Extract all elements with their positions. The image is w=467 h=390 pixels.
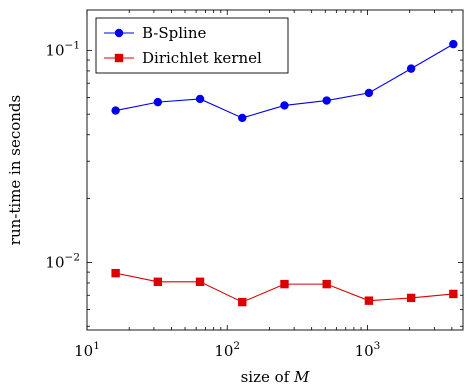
- data-point-bspline: [449, 39, 458, 49]
- data-point-bspline: [195, 94, 205, 104]
- x-tick-exponent: 1: [93, 340, 100, 352]
- y-tick-base: 10: [45, 41, 64, 59]
- x-tick-label: 103: [355, 340, 381, 360]
- legend-box: [95, 17, 289, 74]
- x-axis-label-variable: M: [293, 368, 310, 386]
- data-point-dirichlet: [153, 277, 163, 287]
- legend: B-Spline Dirichlet kernel: [95, 17, 289, 74]
- data-point-dirichlet: [449, 289, 458, 299]
- data-point-bspline: [111, 106, 120, 115]
- series-layer: [111, 39, 458, 307]
- legend-marker-square: [114, 53, 124, 63]
- data-point-bspline: [238, 113, 247, 123]
- plot-frame: [86, 9, 464, 331]
- x-tick-base: 10: [74, 342, 93, 360]
- y-tick-base: 10: [45, 253, 64, 271]
- data-point-bspline: [322, 96, 331, 105]
- data-point-bspline: [364, 88, 374, 98]
- data-point-dirichlet: [111, 268, 120, 278]
- data-point-bspline: [153, 97, 163, 107]
- x-axis-label-text: size of: [241, 368, 294, 386]
- x-tick-label: 102: [214, 340, 240, 360]
- legend-marker-circle: [114, 28, 124, 38]
- data-point-dirichlet: [406, 293, 416, 303]
- y-axis-label: run-time in seconds: [6, 95, 24, 245]
- y-tick-label: 10−1: [45, 39, 80, 59]
- y-tick-label: 10−2: [45, 251, 80, 271]
- data-point-dirichlet: [195, 277, 205, 287]
- x-axis-label: size of M: [241, 368, 310, 386]
- x-tick-exponent: 3: [374, 340, 381, 352]
- data-point-dirichlet: [364, 296, 374, 305]
- data-point-bspline: [280, 101, 289, 110]
- data-point-dirichlet: [280, 279, 289, 289]
- y-tick-exponent: −2: [65, 251, 80, 263]
- data-point-dirichlet: [322, 279, 331, 289]
- legend-label-1: Dirichlet kernel: [142, 49, 262, 67]
- x-tick-base: 10: [355, 342, 374, 360]
- data-point-bspline: [406, 64, 416, 73]
- y-tick-exponent: −1: [65, 39, 80, 51]
- x-tick-base: 10: [214, 342, 233, 360]
- legend-label-0: B-Spline: [142, 24, 207, 42]
- x-tick-label: 101: [74, 340, 100, 360]
- data-point-dirichlet: [238, 297, 247, 307]
- x-tick-exponent: 2: [233, 340, 240, 352]
